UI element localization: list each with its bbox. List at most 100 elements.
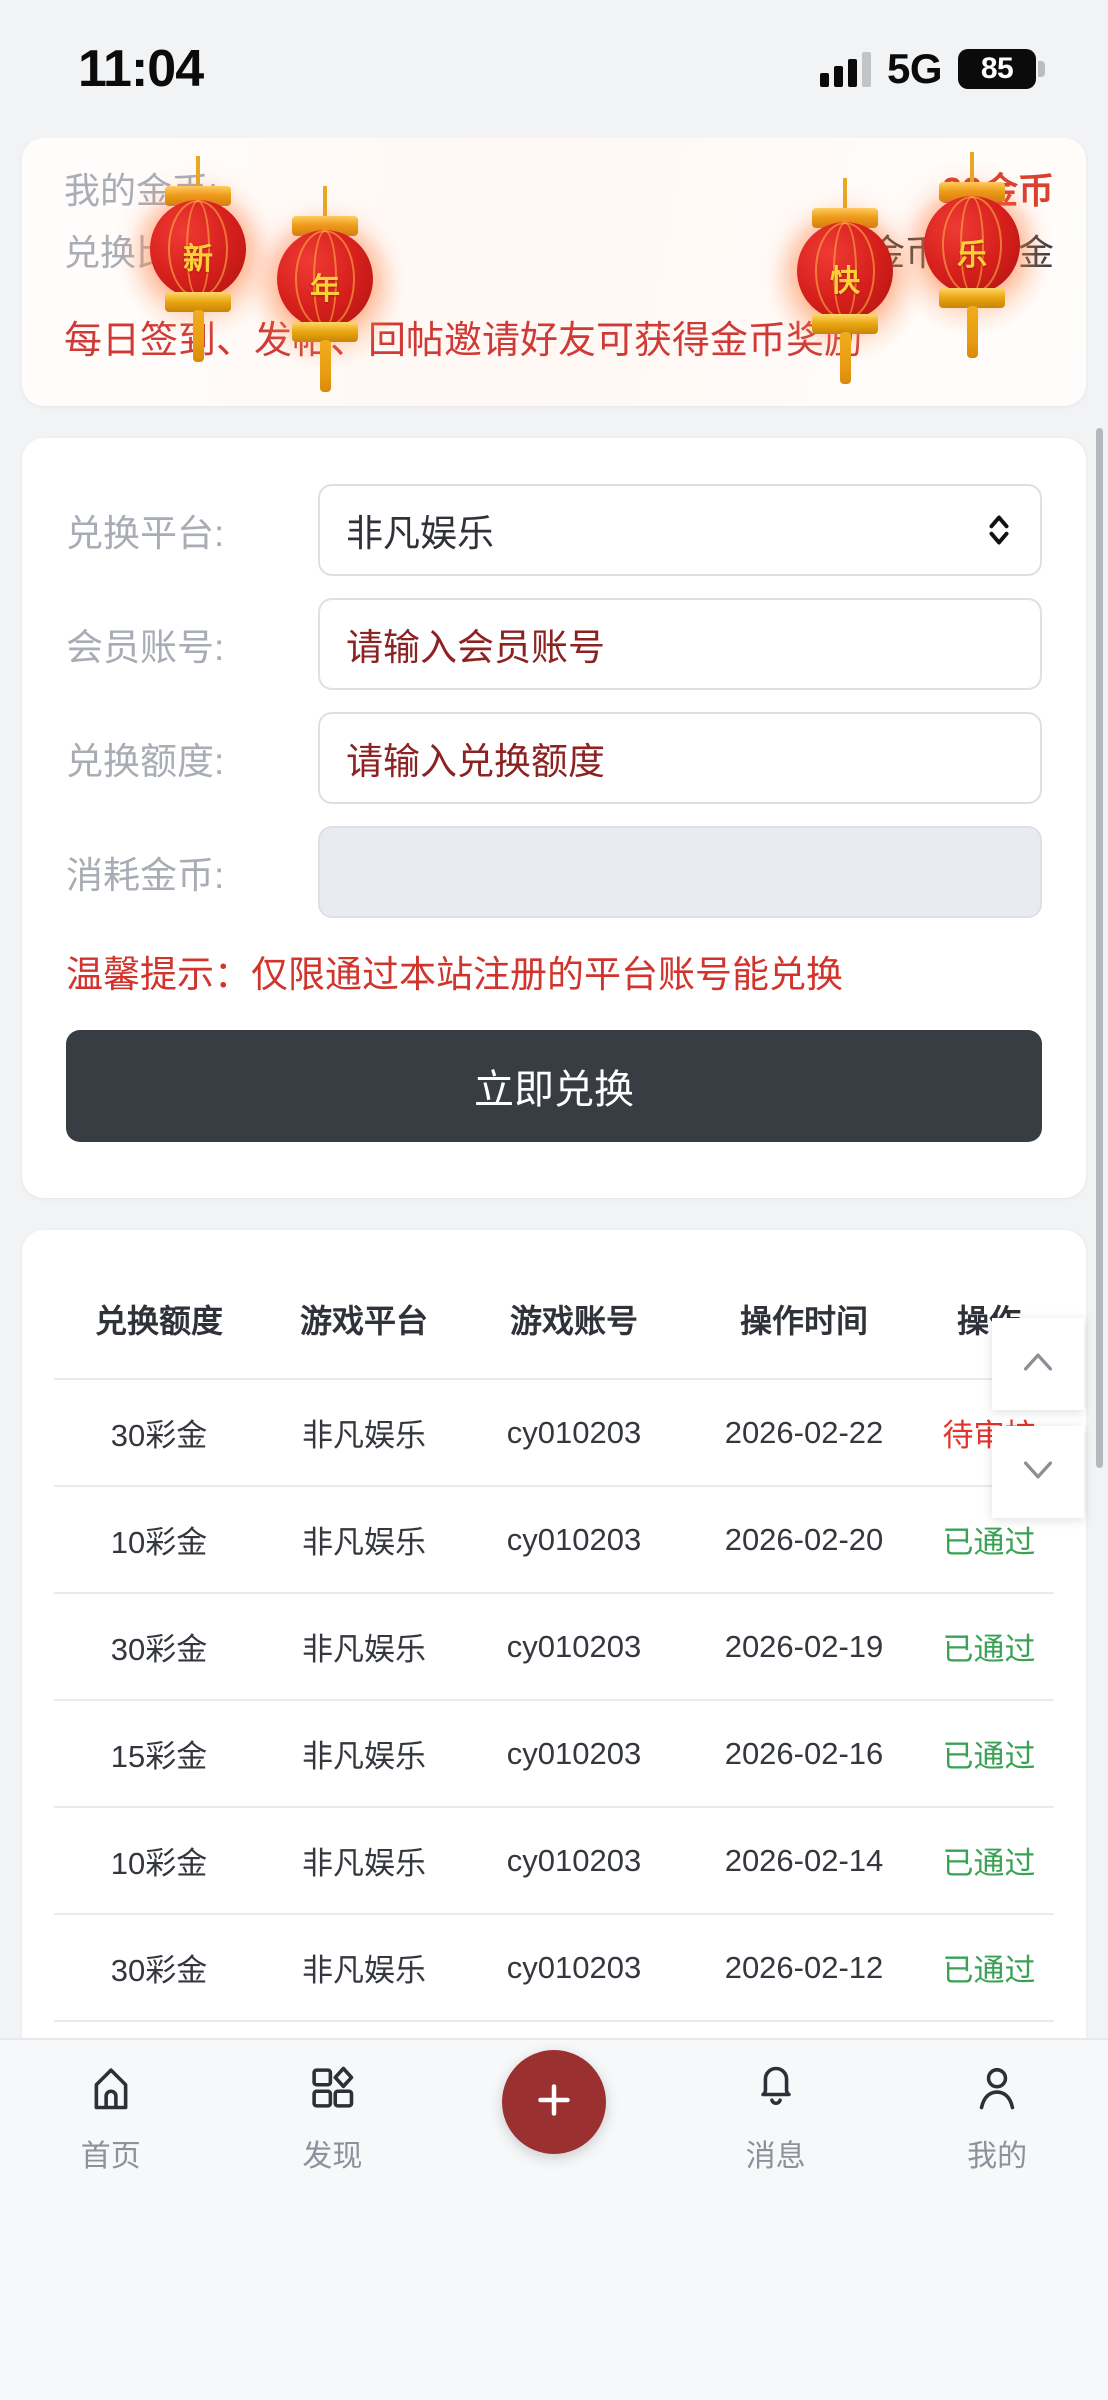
cell-amount: 30彩金 bbox=[54, 1592, 264, 1700]
scroll-helper-group bbox=[992, 1318, 1084, 1518]
my-coins-row: 我的金币: 22金币 bbox=[64, 162, 1054, 224]
cell-time: 2026-02-14 bbox=[684, 1806, 924, 1914]
amount-label: 兑换额度: bbox=[66, 741, 225, 782]
nav-item-profile[interactable]: 我的 bbox=[886, 2062, 1108, 2175]
battery-percent-label: 85 bbox=[980, 52, 1014, 85]
col-time: 操作时间 bbox=[739, 1303, 868, 1339]
status-badge: 已通过 bbox=[924, 1806, 1054, 1914]
platform-row: 兑换平台: 非凡娱乐 bbox=[66, 484, 1042, 576]
network-type-label: 5G bbox=[886, 45, 943, 92]
my-coins-label: 我的金币: bbox=[64, 170, 219, 211]
table-row: 30彩金 非凡娱乐 cy010203 2026-02-12 已通过 bbox=[54, 1913, 1054, 2021]
exchange-amount-input[interactable]: 请输入兑换额度 bbox=[318, 712, 1042, 804]
cell-platform: 非凡娱乐 bbox=[264, 1806, 464, 1914]
cell-account: cy010203 bbox=[464, 2020, 684, 2038]
scroll-content[interactable]: 我的金币: 22金币 兑换比例: 10金币=1彩金 每日签到、发帖、回帖邀请好友… bbox=[0, 138, 1108, 2038]
chevron-up-icon bbox=[1016, 1340, 1060, 1389]
table-body: 30彩金 非凡娱乐 cy010203 2026-02-22 待审核 10彩金 非凡娱乐 cy0… bbox=[54, 1378, 1054, 2038]
warning-tip: 温馨提示：仅限通过本站注册的平台账号能兑换 bbox=[66, 954, 843, 995]
cell-amount: 10彩金 bbox=[54, 1806, 264, 1914]
cell-platform: 非凡娱乐 bbox=[264, 1913, 464, 2021]
cell-platform: 非凡娱乐 bbox=[264, 1378, 464, 1486]
exchange-history-card: 兑换额度 游戏平台 游戏账号 操作时间 操作 30彩金 非凡娱乐 cy010203 2… bbox=[22, 1230, 1086, 2038]
cell-amount: 30彩金 bbox=[54, 1913, 264, 2021]
bell-icon bbox=[750, 2062, 802, 2119]
discover-grid-icon bbox=[306, 2062, 358, 2119]
cell-account: cy010203 bbox=[464, 1378, 684, 1486]
home-safe-area bbox=[0, 2216, 1108, 2400]
ratio-row: 兑换比例: 10金币=1彩金 bbox=[64, 224, 1054, 286]
cell-time: 2026-02-20 bbox=[684, 1485, 924, 1593]
cell-time: 2026-02-16 bbox=[684, 1699, 924, 1807]
submit-exchange-button[interactable]: 立即兑换 bbox=[66, 1030, 1042, 1142]
amount-row: 兑换额度: 请输入兑换额度 bbox=[66, 712, 1042, 804]
exchange-ratio-value: 10金币=1彩金 bbox=[828, 232, 1054, 273]
banner-info: 我的金币: 22金币 兑换比例: 10金币=1彩金 bbox=[64, 162, 1054, 286]
cell-amount: 30彩金 bbox=[54, 1378, 264, 1486]
nav-item-discover[interactable]: 发现 bbox=[222, 2062, 444, 2175]
cell-platform: 非凡娱乐 bbox=[264, 1699, 464, 1807]
cell-account: cy010203 bbox=[464, 1699, 684, 1807]
status-time: 11:04 bbox=[78, 40, 204, 98]
cell-amount: 15彩金 bbox=[54, 1699, 264, 1807]
nav-label-discover: 发现 bbox=[302, 2140, 363, 2173]
member-account-placeholder: 请输入会员账号 bbox=[346, 627, 605, 668]
cell-account: cy010203 bbox=[464, 1485, 684, 1593]
coins-banner-card: 我的金币: 22金币 兑换比例: 10金币=1彩金 每日签到、发帖、回帖邀请好友… bbox=[22, 138, 1086, 406]
exchange-form-card: 兑换平台: 非凡娱乐 会员账号: 请输入会员账号 bbox=[22, 438, 1086, 1198]
nav-label-profile: 我的 bbox=[967, 2140, 1028, 2173]
cell-time: 2026-02-22 bbox=[684, 1378, 924, 1486]
cell-amount: 10彩金 bbox=[54, 1485, 264, 1593]
cell-time: 2026-02-08 bbox=[684, 2020, 924, 2038]
cell-account: cy010203 bbox=[464, 1806, 684, 1914]
create-post-fab[interactable] bbox=[501, 2050, 606, 2154]
table-row: 10彩金 非凡娱乐 cy010203 2026-02-20 已通过 bbox=[54, 1485, 1054, 1593]
cell-platform: 非凡娱乐 bbox=[264, 1485, 464, 1593]
table-header-row: 兑换额度 游戏平台 游戏账号 操作时间 操作 bbox=[54, 1258, 1054, 1379]
nav-item-home[interactable]: 首页 bbox=[0, 2062, 222, 2175]
account-label: 会员账号: bbox=[66, 627, 225, 668]
cell-time: 2026-02-12 bbox=[684, 1913, 924, 2021]
cost-label: 消耗金币: bbox=[66, 855, 225, 896]
chevron-down-icon bbox=[1016, 1448, 1060, 1497]
exchange-amount-placeholder: 请输入兑换额度 bbox=[346, 741, 605, 782]
status-badge: 已通过 bbox=[924, 1699, 1054, 1807]
exchange-ratio-label: 兑换比例: bbox=[64, 232, 219, 273]
cell-platform: 非凡娱乐 bbox=[264, 2020, 464, 2038]
cost-coins-output bbox=[318, 826, 1042, 918]
scroll-up-button[interactable] bbox=[992, 1318, 1084, 1410]
promo-text: 每日签到、发帖、回帖邀请好友可获得金币奖励 bbox=[64, 320, 863, 362]
member-account-input[interactable]: 请输入会员账号 bbox=[318, 598, 1042, 690]
nav-label-messages: 消息 bbox=[745, 2140, 806, 2173]
platform-select[interactable]: 非凡娱乐 bbox=[318, 484, 1042, 576]
platform-label: 兑换平台: bbox=[66, 513, 225, 554]
platform-selected-value: 非凡娱乐 bbox=[346, 513, 494, 554]
col-amount: 兑换额度 bbox=[94, 1303, 223, 1339]
cell-platform: 非凡娱乐 bbox=[264, 1592, 464, 1700]
nav-label-home: 首页 bbox=[80, 2140, 141, 2173]
cell-account: cy010203 bbox=[464, 1592, 684, 1700]
table-row: 15彩金 非凡娱乐 cy010203 2026-02-16 已通过 bbox=[54, 1699, 1054, 1807]
home-icon bbox=[85, 2062, 137, 2119]
scroll-down-button[interactable] bbox=[992, 1426, 1084, 1518]
nav-item-messages[interactable]: 消息 bbox=[665, 2062, 887, 2175]
cell-time: 2026-02-19 bbox=[684, 1592, 924, 1700]
plus-icon bbox=[530, 2076, 578, 2129]
exchange-history-table: 兑换额度 游戏平台 游戏账号 操作时间 操作 30彩金 非凡娱乐 cy010203 2… bbox=[54, 1258, 1054, 2038]
status-badge: 已通过 bbox=[924, 2020, 1054, 2038]
signal-bars-icon bbox=[819, 51, 871, 87]
table-row: 30彩金 非凡娱乐 cy010203 2026-02-22 待审核 bbox=[54, 1378, 1054, 1486]
col-account: 游戏账号 bbox=[509, 1303, 638, 1339]
cell-amount: 30彩金 bbox=[54, 2020, 264, 2038]
vertical-scrollbar[interactable] bbox=[1096, 428, 1103, 1468]
status-indicators: 5G 85 bbox=[819, 45, 1045, 93]
col-platform: 游戏平台 bbox=[299, 1303, 428, 1339]
cost-row: 消耗金币: bbox=[66, 826, 1042, 918]
status-badge: 已通过 bbox=[924, 1913, 1054, 2021]
chevron-up-down-icon bbox=[984, 509, 1014, 551]
bottom-navigation: 首页 发现 bbox=[0, 2038, 1108, 2336]
account-row: 会员账号: 请输入会员账号 bbox=[66, 598, 1042, 690]
status-badge: 已通过 bbox=[924, 1592, 1054, 1700]
